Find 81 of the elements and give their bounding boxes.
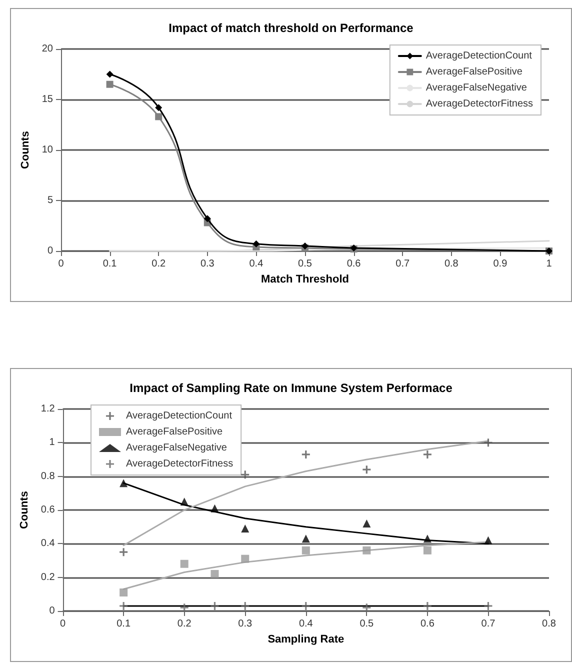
x-tick-label: 0.3	[238, 618, 253, 630]
x-axis-title: Match Threshold	[260, 273, 350, 286]
y-tick-label: 15	[42, 94, 54, 105]
x-tick-label: 0.4	[249, 258, 264, 270]
point	[241, 602, 250, 610]
point	[362, 466, 371, 474]
point	[120, 588, 128, 596]
y-tick-label: 0.6	[40, 504, 56, 516]
legend-label: AverageFalseNegative	[426, 82, 528, 94]
x-tick-label: 0.6	[346, 258, 362, 270]
point	[423, 450, 432, 458]
y-tick-label: 0	[49, 606, 56, 616]
point	[180, 498, 188, 506]
legend-label: AverageDetectorFitness	[126, 458, 234, 470]
x-axis-title: Sampling Rate	[268, 633, 344, 646]
point	[106, 70, 114, 78]
point	[120, 479, 128, 488]
y-axis-title: Counts	[18, 491, 30, 529]
x-tick-label: 0	[58, 258, 64, 270]
point	[120, 602, 128, 610]
point	[484, 438, 492, 447]
chart-title: Impact of match threshold on Performance	[168, 21, 414, 35]
legend-label: AverageDetectionCount	[126, 410, 232, 422]
legend-label: AverageFalsePositive	[126, 426, 223, 438]
point	[252, 240, 260, 248]
y-tick-label: 20	[42, 44, 54, 54]
point	[302, 546, 310, 554]
point	[484, 536, 492, 544]
point	[423, 546, 432, 554]
x-tick-label: 0.2	[152, 258, 166, 270]
point	[155, 113, 162, 120]
x-tick-label: 1	[546, 258, 552, 270]
chart-title: Impact of Sampling Rate on Immune System Performace	[130, 381, 453, 395]
point	[180, 604, 188, 612]
point	[210, 602, 219, 610]
legend-label: AverageDetectorFitness	[426, 98, 534, 110]
x-tick-label: 0	[60, 618, 66, 630]
point	[302, 602, 310, 610]
x-tick-label: 0.1	[102, 258, 118, 270]
x-tick-label: 0.6	[420, 618, 435, 630]
point	[241, 554, 250, 563]
x-tick-label: 0.5	[298, 258, 312, 270]
y-tick-label: 0.8	[40, 470, 56, 482]
point	[302, 450, 310, 458]
point	[484, 602, 492, 610]
x-tick-label: 0.8	[542, 618, 556, 630]
point	[423, 534, 432, 543]
legend-label: AverageFalsePositive	[426, 66, 523, 78]
point	[210, 570, 219, 578]
legend-label: AverageFalseNegative	[126, 442, 228, 454]
y-tick-label: 10	[42, 144, 54, 156]
point	[204, 215, 211, 222]
legend-label: AverageDetectionCount	[426, 50, 532, 62]
point	[210, 504, 219, 512]
x-tick-label: 0.2	[177, 618, 192, 630]
point	[362, 546, 371, 554]
point	[155, 104, 162, 112]
point	[120, 548, 128, 556]
y-tick-label: 0	[47, 246, 54, 256]
x-tick-label: 0.9	[493, 258, 508, 270]
point	[302, 534, 310, 543]
x-tick-label: 0.1	[116, 618, 131, 630]
point	[180, 560, 188, 568]
y-tick-label: 1.2	[40, 404, 56, 414]
x-tick-label: 0.5	[360, 618, 374, 630]
x-tick-label: 0.8	[444, 258, 459, 270]
point	[423, 602, 432, 610]
point	[241, 470, 250, 479]
x-tick-label: 0.7	[396, 258, 410, 270]
point	[241, 524, 250, 533]
x-tick-label: 0.4	[298, 618, 314, 630]
y-tick-label: 5	[47, 195, 54, 206]
x-tick-label: 0.3	[200, 258, 215, 270]
y-tick-label: 1	[49, 437, 56, 448]
point	[362, 604, 371, 612]
x-tick-label: 0.7	[481, 618, 496, 630]
point	[106, 80, 114, 88]
y-tick-label: 0.4	[40, 538, 56, 550]
y-tick-label: 0.2	[40, 572, 56, 583]
point	[362, 519, 371, 528]
y-axis-title: Counts	[19, 131, 32, 169]
